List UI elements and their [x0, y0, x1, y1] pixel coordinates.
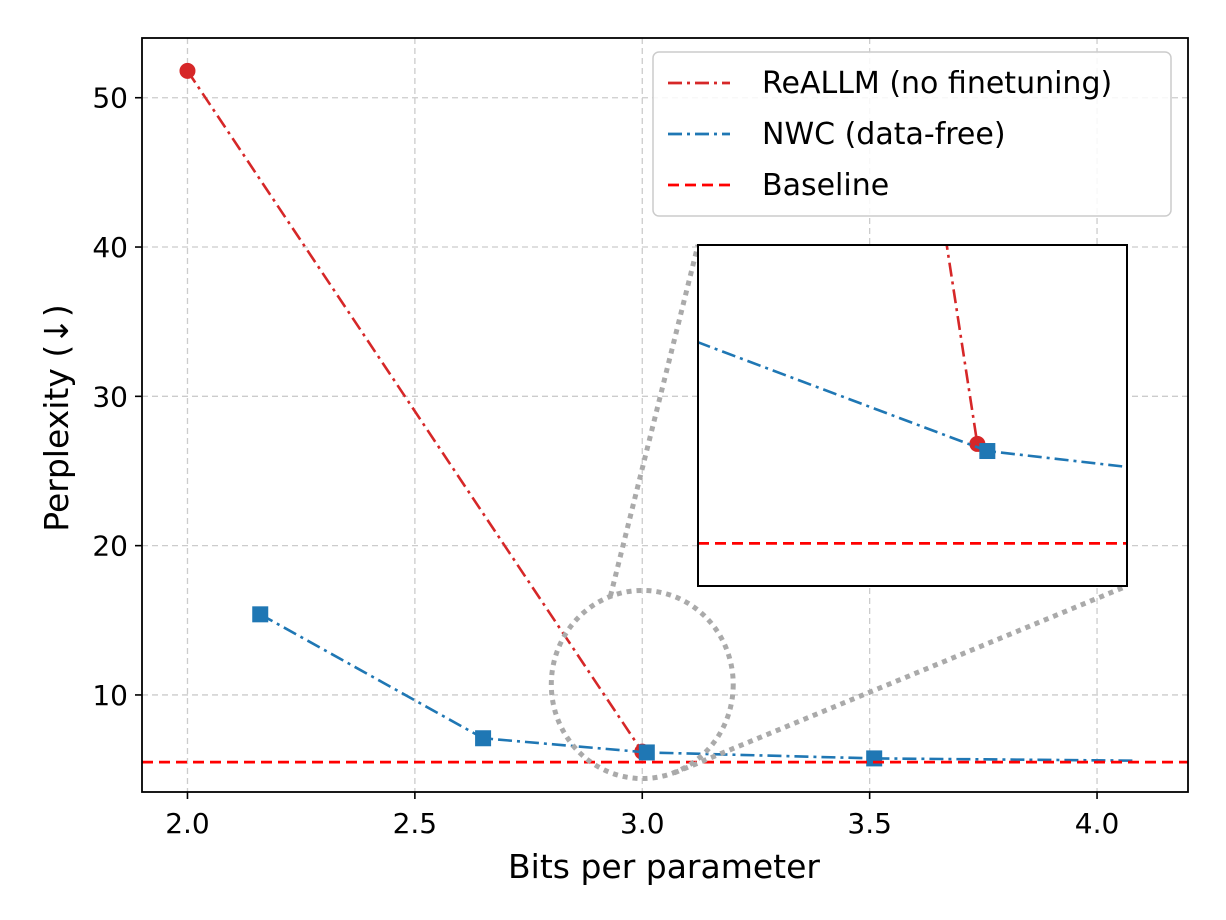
inset-plot	[620, 245, 1127, 545]
inset-frame	[697, 244, 1128, 587]
zoom-connector-top	[608, 244, 701, 597]
y-tick-label-4: 50	[92, 82, 128, 115]
inset-series-1-point-1	[620, 308, 636, 324]
inset-series-1-point-2	[979, 443, 996, 460]
legend-label-2: Baseline	[762, 168, 889, 203]
zoom-highlight-circle	[548, 587, 736, 782]
plot-frame	[141, 37, 1189, 793]
y-tick-label-3: 40	[92, 231, 128, 264]
main-series-0-point-0	[179, 62, 196, 79]
x-tick-label-0: 2.0	[165, 807, 210, 840]
legend: ReALLM (no finetuning) NWC (data-free) Bas…	[652, 51, 1172, 217]
legend-box	[652, 51, 1172, 217]
legend-label-0: ReALLM (no finetuning)	[762, 66, 1112, 101]
main-series-1-line	[259, 613, 1134, 762]
series-lines	[142, 62, 1188, 767]
main-series-1-point-2	[638, 744, 655, 761]
x-axis-label: Bits per parameter	[508, 847, 820, 886]
x-tick-label-4: 4.0	[1075, 807, 1120, 840]
y-tick-label-2: 30	[92, 380, 128, 413]
zoom-connector-bottom	[673, 583, 1128, 776]
x-tick-label-1: 2.5	[393, 807, 438, 840]
x-tick-label-3: 3.5	[847, 807, 892, 840]
axes: 2.0 2.5 3.0 3.5 4.0 10 20 30 40 50	[92, 37, 1189, 840]
main-series-0-line	[186, 70, 644, 753]
y-tick-label-0: 10	[92, 679, 128, 712]
zoom-overlay	[548, 244, 1128, 782]
inset-background	[698, 245, 1127, 586]
y-axis-label: Perplexity (↓)	[37, 304, 76, 532]
legend-label-1: NWC (data-free)	[762, 117, 1006, 152]
main-series-1-point-3	[866, 750, 883, 767]
x-tick-label-2: 3.0	[620, 807, 665, 840]
main-series-1-point-1	[475, 730, 492, 747]
main-series-1-point-0	[252, 606, 269, 623]
y-tick-label-1: 20	[92, 530, 128, 563]
